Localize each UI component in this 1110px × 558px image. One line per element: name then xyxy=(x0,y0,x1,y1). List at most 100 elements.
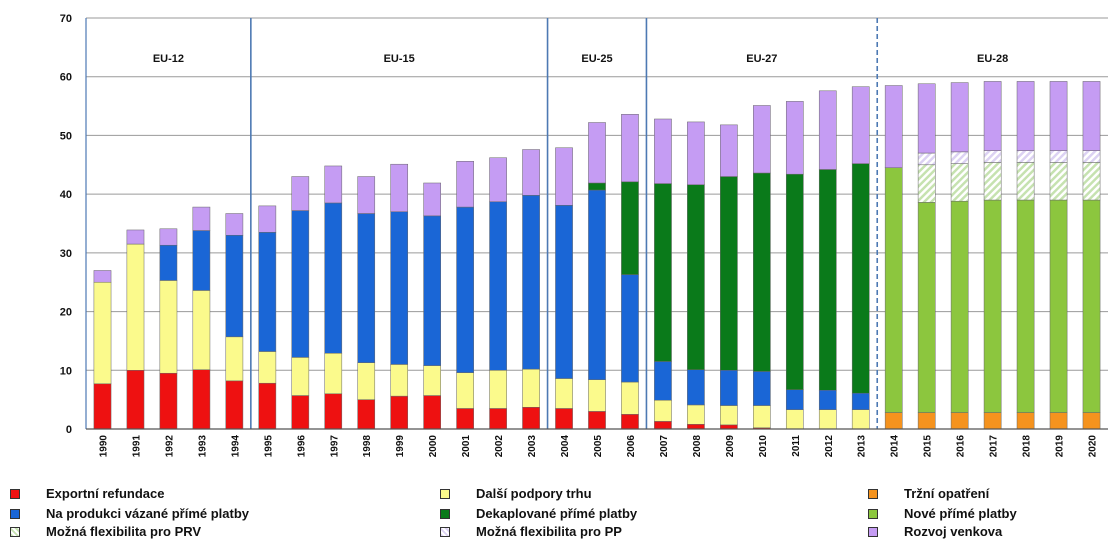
legend-item: Dekaplované přímé platby xyxy=(440,506,637,521)
bar-segment xyxy=(390,395,409,430)
x-tick-label: 1990 xyxy=(98,435,109,458)
bar-segment xyxy=(192,290,211,370)
bar-segment xyxy=(983,162,1002,201)
bar-segment xyxy=(950,200,969,413)
x-tick-label: 2015 xyxy=(923,435,934,458)
bar-segment xyxy=(159,280,178,374)
bar-segment xyxy=(258,382,277,430)
bar-segment xyxy=(687,184,705,370)
y-tick-label: 10 xyxy=(60,365,72,377)
bar-segment xyxy=(126,229,145,245)
bar-segment xyxy=(654,399,672,422)
y-tick-label: 50 xyxy=(60,130,72,142)
x-tick-label: 2005 xyxy=(593,435,604,458)
legend-item: Možná flexibilita pro PRV xyxy=(10,524,201,539)
bar-segment xyxy=(1049,162,1068,201)
bar-segment xyxy=(720,124,738,177)
legend-swatch xyxy=(868,488,878,499)
bar-segment xyxy=(588,182,606,191)
bar-segment xyxy=(357,213,376,363)
legend-swatch xyxy=(10,526,20,537)
bar-segment xyxy=(621,381,639,415)
bar-segment xyxy=(785,389,804,410)
bar-segment xyxy=(884,167,903,413)
bar-segment xyxy=(291,210,310,358)
y-tick-label: 30 xyxy=(60,248,72,260)
period-label: EU-25 xyxy=(581,53,612,65)
bar-segment xyxy=(654,421,672,430)
legend-item: Možná flexibilita pro PP xyxy=(440,524,622,539)
bar-segment xyxy=(192,230,211,291)
x-tick-label: 1992 xyxy=(164,435,175,458)
bar-segment xyxy=(654,118,672,184)
x-tick-label: 2012 xyxy=(824,435,835,458)
bar-segment xyxy=(522,195,540,370)
bar-segment xyxy=(1016,162,1035,201)
stacked-bar-chart: 0 10 20 30 40 50 60 70 EU-12 EU-15 EU-25 EU-27 EU-28… xyxy=(60,13,1108,458)
x-tick-label: 1993 xyxy=(197,435,208,458)
legend-swatch xyxy=(10,508,20,519)
y-tick-label: 60 xyxy=(60,72,72,84)
bar-segment xyxy=(720,405,738,426)
legend-label: Možná flexibilita pro PP xyxy=(476,524,622,539)
bar-segment xyxy=(489,201,507,371)
bar-segment xyxy=(522,149,540,196)
bar-segment xyxy=(291,357,310,396)
bar-segment xyxy=(159,372,178,430)
bar-segment xyxy=(654,183,672,362)
bar-segment xyxy=(851,392,870,410)
bar-segment xyxy=(225,380,244,430)
legend-item: Nové přímé platby xyxy=(868,506,1017,521)
legend-label: Další podpory trhu xyxy=(476,486,592,501)
y-tick-label: 0 xyxy=(66,424,72,436)
bar-segment xyxy=(621,414,639,430)
bar-segment xyxy=(687,369,705,406)
x-tick-label: 1996 xyxy=(296,435,307,458)
legend-item: Tržní opatření xyxy=(868,486,989,501)
bar-segment xyxy=(423,365,441,396)
legend-swatch xyxy=(440,488,450,499)
bar-segment xyxy=(93,270,112,283)
bar-segment xyxy=(1049,412,1068,430)
x-tick-label: 2000 xyxy=(428,435,439,458)
bar-segment xyxy=(753,371,771,406)
x-tick-label: 1995 xyxy=(263,435,274,458)
bar-segment xyxy=(753,105,771,174)
bar-segment xyxy=(555,408,573,430)
bar-segment xyxy=(917,83,936,154)
x-tick-label: 2008 xyxy=(692,435,703,458)
bar-segment xyxy=(192,206,211,231)
bar-segment xyxy=(1049,81,1068,151)
bar-segment xyxy=(917,202,936,413)
bar-segment xyxy=(456,372,474,409)
x-tick-label: 1991 xyxy=(131,435,142,458)
x-tick-label: 2004 xyxy=(560,435,571,458)
legend-swatch xyxy=(868,526,878,537)
x-tick-label: 1997 xyxy=(329,435,340,458)
bar-segment xyxy=(621,114,639,183)
bar-segment xyxy=(324,202,343,354)
bar-segment xyxy=(687,404,705,425)
bar-segment xyxy=(159,228,178,246)
bar-segment xyxy=(1082,162,1101,201)
legend-swatch xyxy=(440,508,450,519)
bar-segment xyxy=(917,412,936,430)
legend-label: Možná flexibilita pro PRV xyxy=(46,524,202,539)
bar-segment xyxy=(1082,412,1101,430)
bar-segment xyxy=(950,151,969,164)
legend-label: Na produkci vázané přímé platby xyxy=(46,506,250,521)
bar-segment xyxy=(93,383,112,430)
x-tick-label: 2019 xyxy=(1055,435,1066,458)
bar-segment xyxy=(588,122,606,184)
bar-segment xyxy=(489,157,507,203)
bar-segment xyxy=(390,163,409,213)
period-label: EU-28 xyxy=(977,53,1008,65)
bar-segment xyxy=(753,405,771,429)
x-tick-label: 2003 xyxy=(527,435,538,458)
x-tick-label: 2014 xyxy=(890,435,901,458)
bar-segment xyxy=(291,176,310,211)
x-tick-label: 2002 xyxy=(494,435,505,458)
y-tick-label: 40 xyxy=(60,189,72,201)
bar-segment xyxy=(324,393,343,430)
bar-segment xyxy=(917,152,936,166)
